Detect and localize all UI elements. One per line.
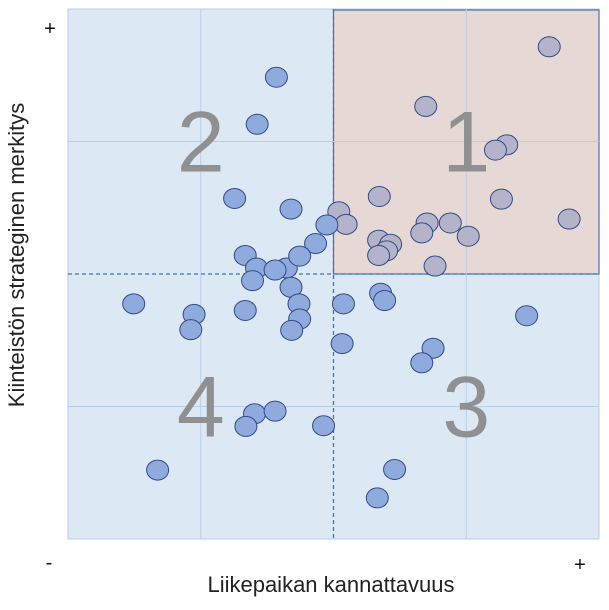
y-axis-title: Kiinteistön strateginen merkitys [4, 103, 29, 407]
x-axis-title: Liikepaikan kannattavuus [207, 572, 454, 597]
data-point-18 [423, 255, 447, 277]
data-point-51 [383, 458, 407, 480]
x-axis-min-sign: - [46, 552, 53, 574]
data-point-42 [515, 305, 539, 327]
data-point-30 [241, 270, 265, 292]
data-point-43 [330, 333, 354, 355]
data-point-19 [264, 66, 288, 88]
data-point-44 [421, 337, 445, 359]
data-point-17 [367, 244, 391, 266]
data-point-29 [263, 259, 287, 281]
data-point-23 [315, 214, 339, 236]
y-axis-max-sign: + [44, 18, 56, 40]
x-axis-max-sign: + [574, 554, 586, 576]
data-point-24 [304, 233, 328, 255]
quadrant-label-3: 3 [442, 360, 490, 456]
data-point-52 [365, 487, 389, 509]
data-point-34 [179, 319, 203, 341]
data-point-2 [414, 95, 438, 117]
data-point-41 [373, 290, 397, 311]
quadrant-labels: 1 2 3 4 [177, 95, 490, 456]
data-point-7 [557, 208, 581, 230]
data-point-20 [245, 113, 269, 135]
data-point-48 [234, 415, 258, 437]
data-point-9 [438, 212, 462, 234]
data-point-1 [537, 36, 561, 58]
data-point-35 [233, 299, 257, 321]
data-point-4 [483, 139, 507, 161]
data-point-12 [410, 222, 434, 244]
data-point-11 [334, 213, 358, 235]
data-point-22 [279, 198, 303, 220]
quadrant-label-4: 4 [177, 360, 225, 456]
data-point-21 [223, 187, 247, 209]
data-point-5 [489, 188, 513, 210]
data-point-50 [146, 459, 170, 481]
data-point-45 [410, 352, 434, 374]
data-point-47 [263, 400, 287, 422]
data-points [122, 36, 581, 509]
data-point-39 [331, 293, 355, 315]
data-point-32 [122, 293, 146, 315]
quadrant-label-2: 2 [177, 95, 225, 191]
data-point-13 [456, 225, 480, 247]
data-point-6 [367, 185, 391, 207]
data-point-38 [280, 319, 304, 341]
data-point-49 [312, 415, 336, 437]
quadrant-label-1: 1 [442, 95, 490, 191]
data-point-28 [288, 245, 312, 267]
